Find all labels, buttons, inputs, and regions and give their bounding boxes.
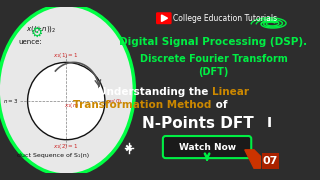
Text: N-Points DFT: N-Points DFT — [142, 116, 254, 131]
Text: $x_1(0)$: $x_1(0)$ — [107, 96, 122, 105]
Text: $x_1(2)=1$: $x_1(2)=1$ — [53, 142, 79, 151]
Text: uence:: uence: — [19, 39, 42, 45]
Text: $n=3$: $n=3$ — [3, 97, 19, 105]
Polygon shape — [245, 150, 260, 168]
FancyBboxPatch shape — [163, 136, 251, 158]
Text: College Education Tutorials: College Education Tutorials — [173, 14, 277, 23]
Circle shape — [28, 62, 105, 140]
Text: (DFT): (DFT) — [198, 67, 229, 77]
FancyBboxPatch shape — [262, 153, 279, 169]
Text: $x((+n))_2$: $x((+n))_2$ — [26, 24, 56, 34]
Text: $x_1(1)=1$: $x_1(1)=1$ — [53, 51, 79, 60]
Text: Understanding the: Understanding the — [98, 87, 212, 97]
Text: duct Sequence of S₁(n): duct Sequence of S₁(n) — [17, 153, 89, 158]
Text: $x_1(n)$: $x_1(n)$ — [64, 101, 79, 110]
Polygon shape — [162, 15, 167, 21]
Text: ⚙: ⚙ — [31, 26, 43, 40]
Text: Digital Signal Processing (DSP).: Digital Signal Processing (DSP). — [119, 37, 308, 47]
Text: Transformation Method: Transformation Method — [73, 100, 212, 110]
Text: of: of — [212, 100, 227, 110]
Text: I: I — [267, 116, 272, 130]
Text: Linear: Linear — [212, 87, 249, 97]
Text: 07: 07 — [263, 156, 278, 166]
FancyBboxPatch shape — [156, 12, 172, 24]
Ellipse shape — [0, 5, 134, 175]
Text: Discrete Fourier Transform: Discrete Fourier Transform — [140, 54, 287, 64]
Text: Watch Now: Watch Now — [179, 143, 236, 152]
